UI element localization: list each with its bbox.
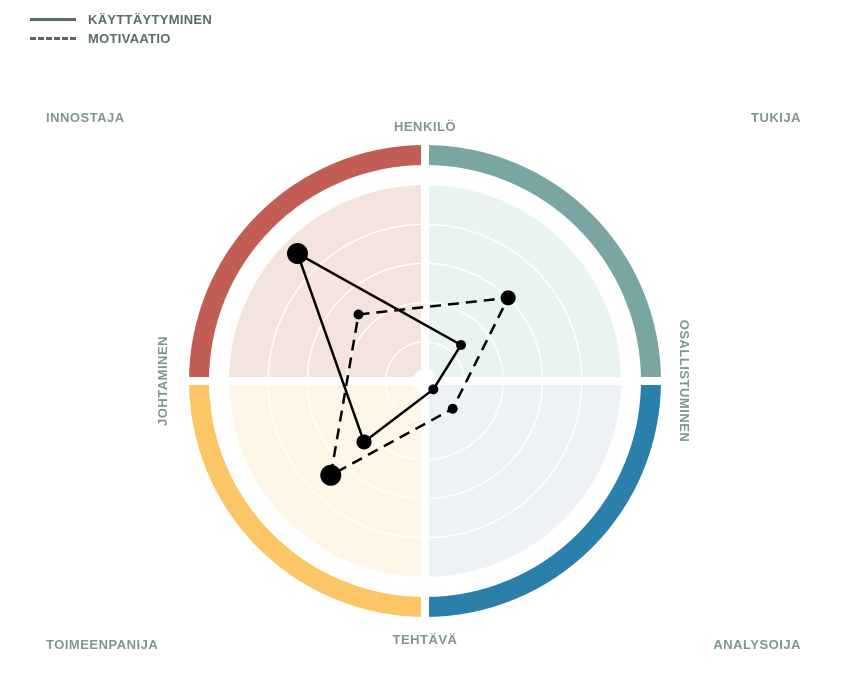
legend-label: MOTIVAATIO [88, 31, 171, 46]
corner-label-innostaja: INNOSTAJA [46, 110, 125, 125]
corner-label-analysoija: ANALYSOIJA [713, 637, 801, 652]
data-point-analysoija [447, 403, 458, 414]
series-kayttaytyminen [286, 242, 467, 450]
axis-label-henkilo: HENKILÖ [394, 119, 456, 134]
series-motivaatio [320, 290, 516, 486]
axis-label-tehtava: TEHTÄVÄ [393, 632, 458, 647]
corner-label-toimeenpanija: TOIMEENPANIJA [46, 637, 159, 652]
legend-label: KÄYTTÄYTYMINEN [88, 12, 213, 27]
quadrant-backgrounds [189, 145, 661, 617]
data-point-tukija [500, 290, 516, 306]
legend-dashed-line-icon [30, 37, 76, 40]
corner-label-tukija: TUKIJA [751, 110, 801, 125]
legend-item-behavior: KÄYTTÄYTYMINEN [30, 10, 212, 29]
data-point-tukija [456, 339, 467, 350]
axis-label-osallistuminen: OSALLISTUMINEN [677, 320, 692, 443]
data-point-innostaja [286, 242, 308, 264]
axis-label-johtaminen: JOHTAMINEN [155, 336, 170, 426]
series-layer [286, 242, 516, 486]
legend-solid-line-icon [30, 18, 76, 21]
quadrant-fill-innostaja [229, 185, 425, 381]
data-point-innostaja [353, 309, 364, 320]
quadrant-fill-analysoija [425, 381, 621, 577]
quadrant-fill-tukija [425, 185, 621, 381]
legend: KÄYTTÄYTYMINEN MOTIVAATIO [30, 10, 212, 48]
data-point-toimeenpanija [320, 464, 342, 486]
data-point-toimeenpanija [356, 434, 372, 450]
data-point-analysoija [428, 384, 439, 395]
legend-item-motivation: MOTIVAATIO [30, 29, 212, 48]
